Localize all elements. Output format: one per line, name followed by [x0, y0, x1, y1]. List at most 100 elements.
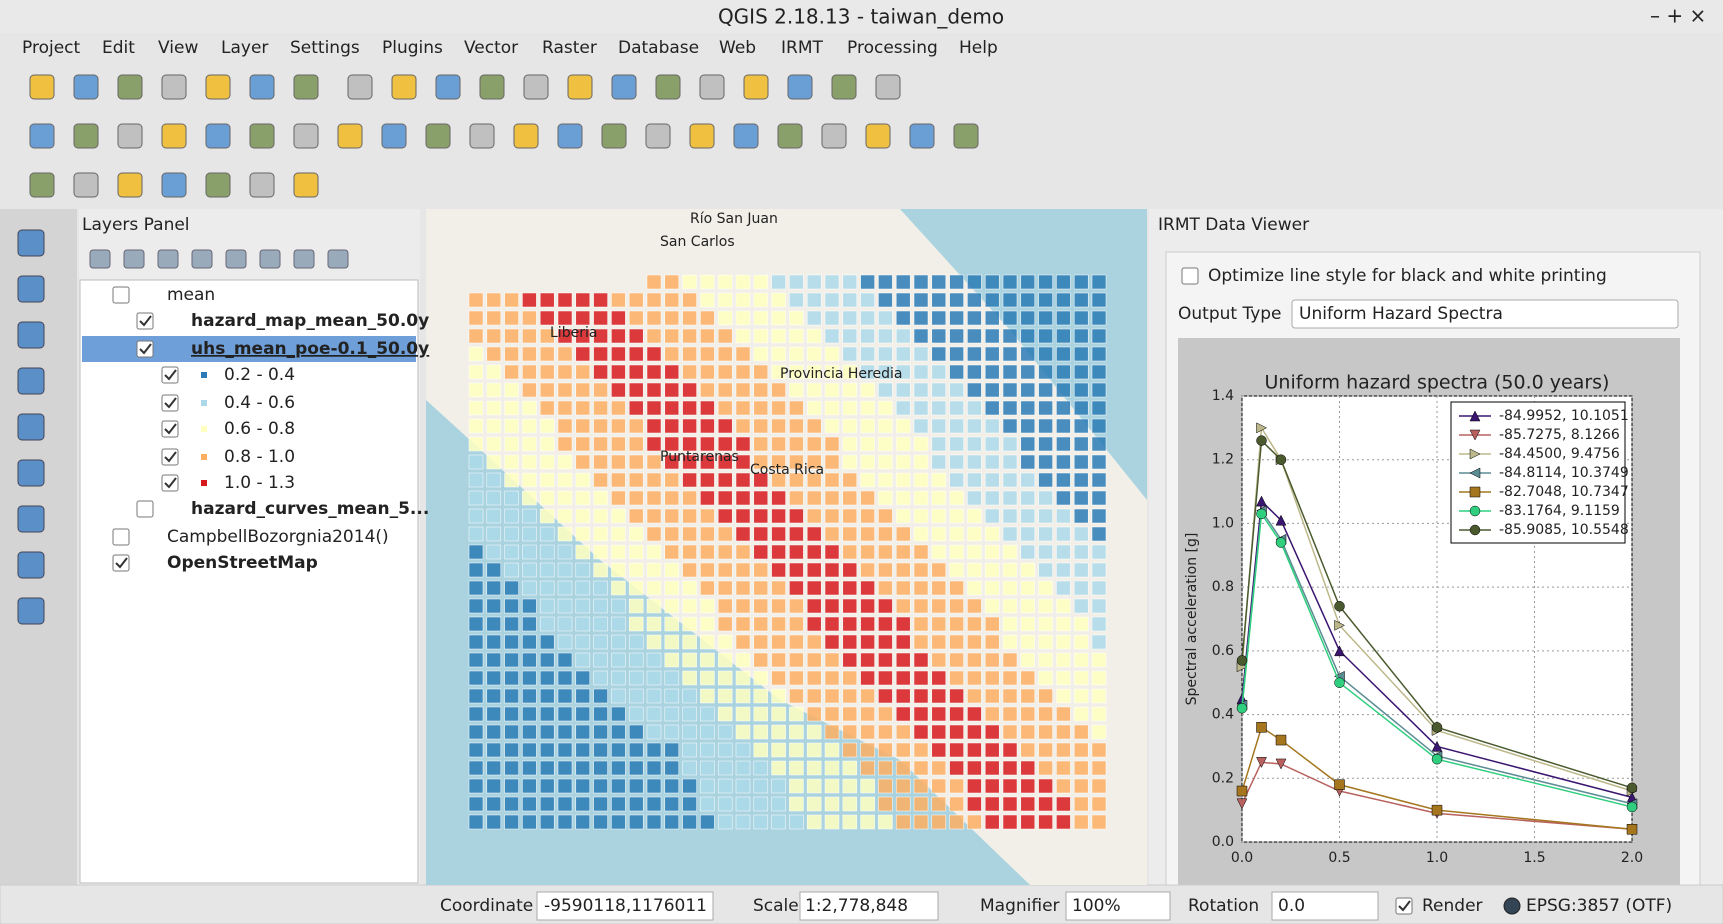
layer-label[interactable]: OpenStreetMap	[167, 553, 318, 573]
menu-item[interactable]: Raster	[542, 38, 597, 58]
toolbar-button[interactable]	[646, 124, 670, 148]
toolbar-button[interactable]	[514, 124, 538, 148]
toolbar-button[interactable]	[734, 124, 758, 148]
layer-checkbox[interactable]	[162, 449, 178, 465]
toolbar-button[interactable]	[162, 75, 186, 99]
toolbar-button[interactable]	[426, 124, 450, 148]
toolbar-button[interactable]	[392, 75, 416, 99]
layer-checkbox[interactable]	[162, 421, 178, 437]
tool-button[interactable]	[18, 368, 44, 394]
scale-value[interactable]: 1:2,778,848	[805, 896, 908, 916]
toolbar-button[interactable]	[382, 124, 406, 148]
layer-label[interactable]: hazard_curves_mean_5...	[191, 499, 429, 519]
toolbar-button[interactable]	[558, 124, 582, 148]
toolbar-button[interactable]	[338, 124, 362, 148]
toolbar-button[interactable]	[250, 124, 274, 148]
menu-item[interactable]: Settings	[290, 38, 360, 58]
toolbar-button[interactable]	[910, 124, 934, 148]
tool-button[interactable]	[18, 552, 44, 578]
toolbar-button[interactable]	[602, 124, 626, 148]
toolbar-button[interactable]	[778, 124, 802, 148]
menu-item[interactable]: Layer	[221, 38, 268, 58]
toolbar-button[interactable]	[832, 75, 856, 99]
layer-checkbox[interactable]	[162, 475, 178, 491]
toolbar-button[interactable]	[206, 75, 230, 99]
toolbar-button[interactable]	[348, 75, 372, 99]
toolbar-button[interactable]	[822, 124, 846, 148]
toolbar-button[interactable]	[470, 124, 494, 148]
toolbar-button[interactable]	[690, 124, 714, 148]
layer-label[interactable]: CampbellBozorgnia2014()	[167, 527, 389, 547]
coordinate-value[interactable]: -9590118,1176011	[544, 896, 707, 916]
toolbar-button[interactable]	[612, 75, 636, 99]
toolbar-button[interactable]	[866, 124, 890, 148]
panel-tool[interactable]	[124, 250, 144, 268]
toolbar-button[interactable]	[74, 75, 98, 99]
tool-button[interactable]	[18, 506, 44, 532]
layer-checkbox[interactable]	[113, 529, 129, 545]
menu-item[interactable]: Web	[719, 38, 756, 58]
layer-checkbox[interactable]	[162, 367, 178, 383]
menu-item[interactable]: Project	[22, 38, 80, 58]
bw-option-label[interactable]: Optimize line style for black and white …	[1208, 266, 1607, 286]
layer-checkbox[interactable]	[137, 341, 153, 357]
crs-label[interactable]: EPSG:3857 (OTF)	[1526, 896, 1672, 916]
panel-tool[interactable]	[260, 250, 280, 268]
menu-item[interactable]: View	[158, 38, 198, 58]
panel-tool[interactable]	[192, 250, 212, 268]
layer-label[interactable]: 0.4 - 0.6	[224, 393, 295, 413]
layer-label[interactable]: 1.0 - 1.3	[224, 473, 295, 493]
panel-tool[interactable]	[294, 250, 314, 268]
layer-checkbox[interactable]	[137, 313, 153, 329]
menu-item[interactable]: Help	[959, 38, 998, 58]
toolbar-button[interactable]	[568, 75, 592, 99]
toolbar-button[interactable]	[118, 75, 142, 99]
magnifier-value[interactable]: 100%	[1072, 896, 1121, 916]
output-type-value[interactable]: Uniform Hazard Spectra	[1299, 304, 1503, 324]
toolbar-button[interactable]	[954, 124, 978, 148]
layer-checkbox[interactable]	[113, 555, 129, 571]
toolbar-button[interactable]	[480, 75, 504, 99]
toolbar-button[interactable]	[294, 75, 318, 99]
toolbar-button[interactable]	[700, 75, 724, 99]
menu-item[interactable]: Processing	[847, 38, 938, 58]
toolbar-button[interactable]	[744, 75, 768, 99]
panel-tool[interactable]	[90, 250, 110, 268]
rotation-value[interactable]: 0.0	[1278, 896, 1305, 916]
toolbar-button[interactable]	[206, 124, 230, 148]
tool-button[interactable]	[18, 230, 44, 256]
layer-label[interactable]: 0.2 - 0.4	[224, 365, 295, 385]
layer-label[interactable]: mean	[167, 285, 215, 305]
bw-checkbox[interactable]	[1182, 268, 1198, 284]
tool-button[interactable]	[18, 414, 44, 440]
layer-checkbox[interactable]	[137, 501, 153, 517]
menu-item[interactable]: Vector	[464, 38, 518, 58]
toolbar-button[interactable]	[118, 173, 142, 197]
toolbar-button[interactable]	[162, 173, 186, 197]
render-checkbox[interactable]	[1396, 898, 1412, 914]
window-controls[interactable]: – + ×	[1650, 4, 1706, 28]
toolbar-button[interactable]	[30, 173, 54, 197]
layer-label[interactable]: hazard_map_mean_50.0y	[191, 311, 429, 331]
toolbar-button[interactable]	[294, 124, 318, 148]
toolbar-button[interactable]	[436, 75, 460, 99]
panel-tool[interactable]	[328, 250, 348, 268]
toolbar-button[interactable]	[30, 75, 54, 99]
tool-button[interactable]	[18, 322, 44, 348]
toolbar-button[interactable]	[250, 75, 274, 99]
toolbar-button[interactable]	[294, 173, 318, 197]
tool-button[interactable]	[18, 276, 44, 302]
toolbar-button[interactable]	[74, 173, 98, 197]
layer-label[interactable]: 0.6 - 0.8	[224, 419, 295, 439]
toolbar-button[interactable]	[788, 75, 812, 99]
tool-button[interactable]	[18, 460, 44, 486]
toolbar-button[interactable]	[30, 124, 54, 148]
menu-item[interactable]: Plugins	[382, 38, 443, 58]
panel-tool[interactable]	[158, 250, 178, 268]
menu-item[interactable]: Edit	[102, 38, 135, 58]
toolbar-button[interactable]	[524, 75, 548, 99]
panel-tool[interactable]	[226, 250, 246, 268]
toolbar-button[interactable]	[206, 173, 230, 197]
toolbar-button[interactable]	[162, 124, 186, 148]
